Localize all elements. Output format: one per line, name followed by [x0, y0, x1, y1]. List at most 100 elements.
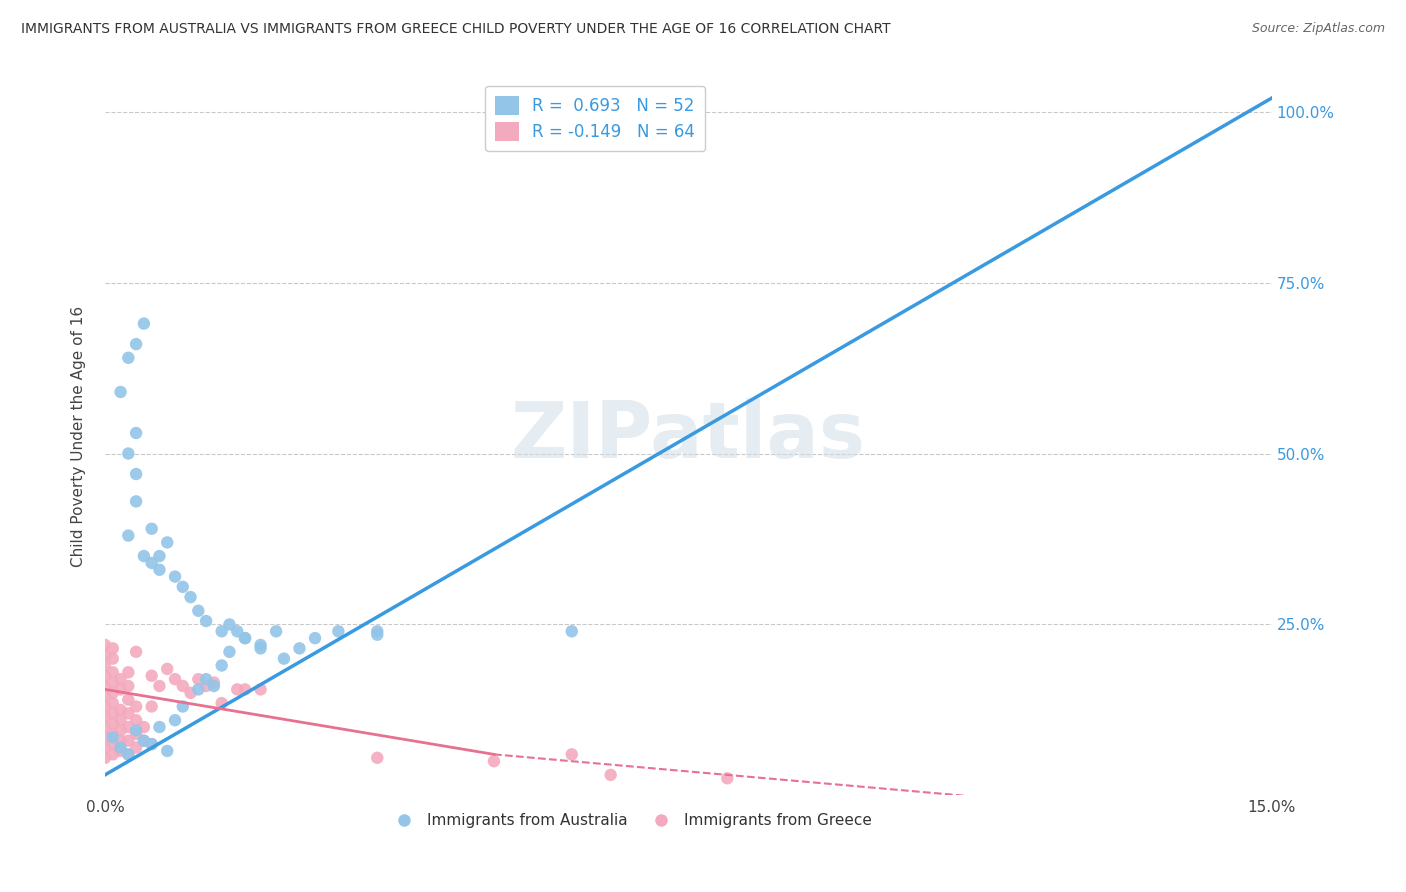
Point — [163, 713, 186, 727]
Point — [110, 740, 132, 755]
Point — [180, 590, 202, 604]
Point — [141, 556, 163, 570]
Point — [195, 679, 218, 693]
Point — [117, 528, 139, 542]
Point — [101, 675, 124, 690]
Point — [125, 337, 148, 351]
Point — [187, 682, 209, 697]
Point — [366, 751, 388, 765]
Point — [117, 747, 139, 762]
Point — [110, 744, 132, 758]
Point — [110, 713, 132, 727]
Point — [94, 679, 117, 693]
Point — [141, 737, 163, 751]
Point — [148, 679, 170, 693]
Point — [233, 631, 256, 645]
Point — [101, 716, 124, 731]
Point — [211, 658, 233, 673]
Point — [141, 522, 163, 536]
Point — [233, 682, 256, 697]
Point — [264, 624, 287, 639]
Point — [141, 669, 163, 683]
Point — [125, 467, 148, 481]
Point — [132, 733, 155, 747]
Point — [249, 638, 271, 652]
Point — [288, 641, 311, 656]
Point — [110, 384, 132, 399]
Point — [101, 706, 124, 721]
Text: Source: ZipAtlas.com: Source: ZipAtlas.com — [1251, 22, 1385, 36]
Point — [195, 614, 218, 628]
Point — [110, 723, 132, 738]
Point — [117, 720, 139, 734]
Point — [172, 580, 194, 594]
Point — [561, 747, 583, 762]
Point — [132, 549, 155, 563]
Point — [125, 425, 148, 440]
Point — [273, 651, 295, 665]
Point — [101, 641, 124, 656]
Point — [117, 446, 139, 460]
Point — [101, 665, 124, 680]
Point — [366, 628, 388, 642]
Point — [211, 624, 233, 639]
Point — [125, 494, 148, 508]
Point — [125, 645, 148, 659]
Point — [211, 696, 233, 710]
Point — [94, 731, 117, 745]
Point — [187, 604, 209, 618]
Point — [163, 569, 186, 583]
Point — [94, 699, 117, 714]
Point — [328, 624, 350, 639]
Point — [156, 535, 179, 549]
Y-axis label: Child Poverty Under the Age of 16: Child Poverty Under the Age of 16 — [72, 306, 86, 567]
Point — [561, 125, 583, 139]
Point — [94, 638, 117, 652]
Point — [249, 641, 271, 656]
Point — [148, 720, 170, 734]
Point — [94, 658, 117, 673]
Point — [132, 317, 155, 331]
Point — [163, 672, 186, 686]
Point — [156, 744, 179, 758]
Point — [156, 662, 179, 676]
Legend: Immigrants from Australia, Immigrants from Greece: Immigrants from Australia, Immigrants fr… — [382, 807, 877, 834]
Point — [187, 672, 209, 686]
Point — [94, 751, 117, 765]
Point — [101, 737, 124, 751]
Point — [202, 675, 225, 690]
Point — [101, 696, 124, 710]
Point — [132, 720, 155, 734]
Point — [110, 672, 132, 686]
Point — [599, 768, 621, 782]
Point — [226, 624, 249, 639]
Point — [202, 679, 225, 693]
Point — [172, 699, 194, 714]
Point — [148, 563, 170, 577]
Point — [233, 631, 256, 645]
Point — [117, 706, 139, 721]
Point — [125, 713, 148, 727]
Point — [94, 669, 117, 683]
Point — [117, 692, 139, 706]
Point — [125, 727, 148, 741]
Text: IMMIGRANTS FROM AUSTRALIA VS IMMIGRANTS FROM GREECE CHILD POVERTY UNDER THE AGE : IMMIGRANTS FROM AUSTRALIA VS IMMIGRANTS … — [21, 22, 891, 37]
Point — [101, 727, 124, 741]
Point — [148, 549, 170, 563]
Point — [110, 682, 132, 697]
Point — [94, 690, 117, 704]
Text: ZIPatlas: ZIPatlas — [510, 399, 866, 475]
Point — [117, 665, 139, 680]
Point — [101, 651, 124, 665]
Point — [561, 624, 583, 639]
Point — [172, 679, 194, 693]
Point — [110, 703, 132, 717]
Point — [125, 699, 148, 714]
Point — [180, 686, 202, 700]
Point — [226, 682, 249, 697]
Point — [94, 710, 117, 724]
Point — [94, 720, 117, 734]
Point — [132, 733, 155, 747]
Point — [117, 679, 139, 693]
Point — [101, 747, 124, 762]
